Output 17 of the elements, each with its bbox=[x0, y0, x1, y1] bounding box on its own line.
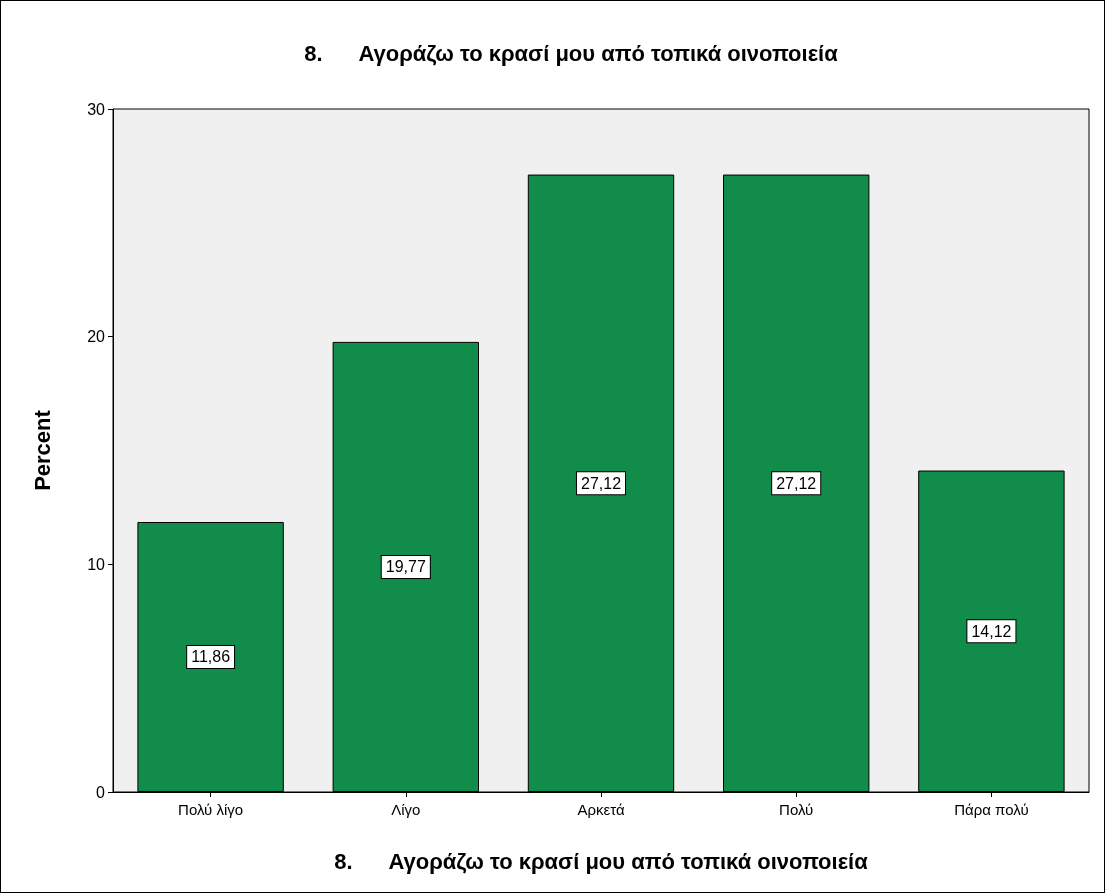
data-label: 19,77 bbox=[385, 558, 426, 576]
y-axis-title: Percent bbox=[29, 409, 55, 491]
x-tick-label: Πάρα πολύ bbox=[954, 801, 1029, 818]
data-label: 11,86 bbox=[191, 648, 231, 666]
data-label: 27,12 bbox=[580, 474, 622, 492]
x-tick-label: Πολύ bbox=[779, 801, 814, 818]
chart-title: 8. Αγοράζω το κρασί μου από τοπικά οινοποιεία bbox=[304, 40, 839, 66]
y-tick-label: 10 bbox=[87, 555, 106, 573]
y-tick-label: 20 bbox=[87, 328, 106, 346]
y-tick-label: 30 bbox=[87, 100, 106, 118]
data-label: 27,12 bbox=[776, 474, 817, 492]
x-tick-label: Λίγο bbox=[391, 801, 421, 818]
y-tick-label: 0 bbox=[96, 783, 106, 801]
data-label: 14,12 bbox=[971, 622, 1012, 640]
x-axis-title: 8. Αγοράζω το κρασί μου από τοπικά οινοποιεία bbox=[334, 848, 869, 874]
x-tick-label: Αρκετά bbox=[577, 801, 625, 818]
x-tick-label: Πολύ λίγο bbox=[178, 801, 244, 818]
